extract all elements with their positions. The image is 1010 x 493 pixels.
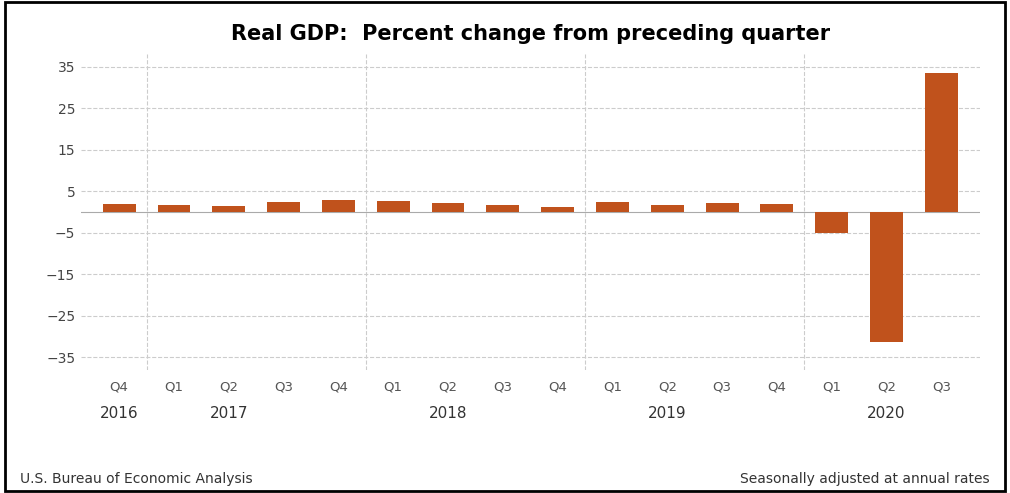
Bar (925, 73, 957, 212)
Bar (431, 203, 465, 212)
Bar (761, 204, 793, 212)
Text: Q1: Q1 (822, 381, 841, 394)
Bar (322, 200, 355, 212)
Text: 2019: 2019 (648, 406, 687, 421)
Bar (103, 204, 135, 212)
Text: Q4: Q4 (548, 381, 567, 394)
Title: Real GDP:  Percent change from preceding quarter: Real GDP: Percent change from preceding … (230, 24, 830, 44)
Text: Q2: Q2 (219, 381, 238, 394)
Text: Q4: Q4 (329, 381, 347, 394)
Bar (870, 212, 903, 342)
Text: Q3: Q3 (493, 381, 512, 394)
Bar (268, 203, 300, 212)
Text: Q2: Q2 (877, 381, 896, 394)
Text: Q4: Q4 (110, 381, 128, 394)
Bar (212, 206, 245, 212)
Bar (541, 207, 574, 212)
Text: 2018: 2018 (429, 406, 468, 421)
Bar (815, 212, 848, 233)
Text: Seasonally adjusted at annual rates: Seasonally adjusted at annual rates (740, 472, 990, 486)
Text: Q4: Q4 (768, 381, 787, 394)
Text: Q3: Q3 (713, 381, 731, 394)
Text: Q3: Q3 (932, 381, 950, 394)
Text: Q1: Q1 (603, 381, 622, 394)
Bar (706, 203, 738, 212)
Text: 2020: 2020 (868, 406, 906, 421)
Text: Q1: Q1 (384, 381, 403, 394)
Bar (487, 205, 519, 212)
Text: Q3: Q3 (274, 381, 293, 394)
Text: 2016: 2016 (100, 406, 138, 421)
Bar (158, 205, 191, 212)
Text: Q2: Q2 (658, 381, 677, 394)
Text: Q1: Q1 (165, 381, 184, 394)
Text: Q2: Q2 (438, 381, 458, 394)
Bar (596, 202, 629, 212)
Text: 2017: 2017 (209, 406, 248, 421)
Bar (650, 206, 684, 212)
Text: U.S. Bureau of Economic Analysis: U.S. Bureau of Economic Analysis (20, 472, 252, 486)
Bar (377, 201, 410, 212)
